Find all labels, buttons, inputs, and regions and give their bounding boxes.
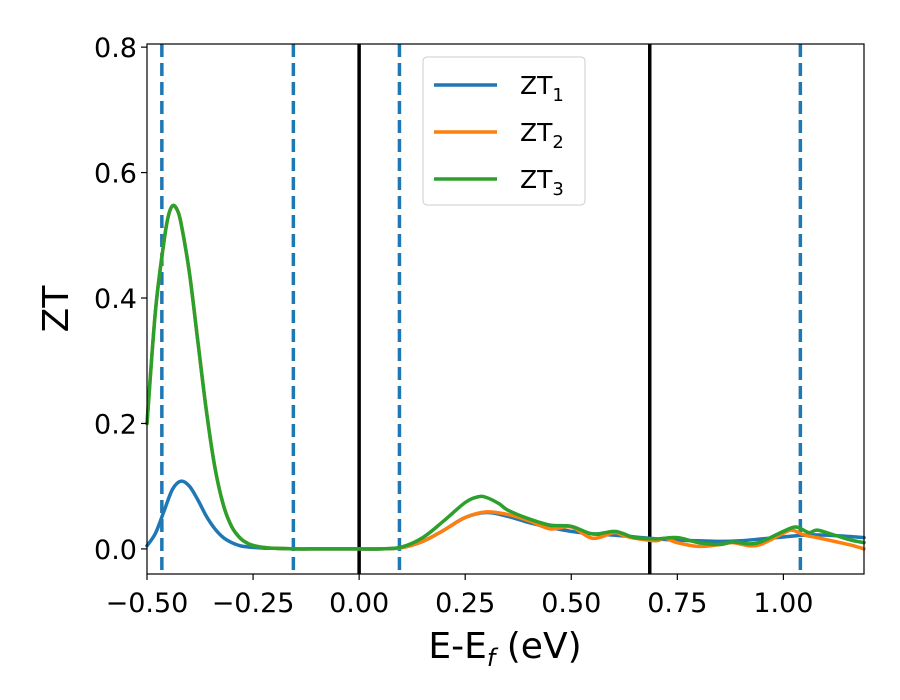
y-axis-ticks: 0.0 0.2 0.4 0.6 0.8 bbox=[94, 33, 147, 566]
plot-frame bbox=[146, 43, 865, 575]
y-tick-label: 0.6 bbox=[94, 159, 137, 190]
x-axis-ticks: −0.50 −0.25 0.00 0.25 0.50 0.75 1.00 bbox=[106, 574, 813, 619]
y-axis-title: ZT bbox=[36, 285, 77, 333]
y-tick-label: 0.4 bbox=[94, 284, 137, 315]
y-tick-label: 0.8 bbox=[94, 33, 137, 64]
x-tick-label: 0.00 bbox=[329, 588, 389, 619]
x-tick-label: 1.00 bbox=[753, 588, 813, 619]
series-line-zt3 bbox=[145, 203, 866, 551]
legend-label-zt1: ZT1 bbox=[520, 71, 564, 106]
legend: ZT1 ZT2 ZT3 bbox=[422, 56, 586, 206]
x-tick-label: 0.75 bbox=[647, 588, 707, 619]
legend-label-zt2: ZT2 bbox=[520, 118, 564, 153]
legend-label-zt3: ZT3 bbox=[520, 165, 564, 200]
reference-lines bbox=[160, 44, 803, 574]
x-tick-label: 0.50 bbox=[541, 588, 601, 619]
series-lines bbox=[145, 203, 866, 551]
x-axis-title: E-Ef (eV) bbox=[428, 626, 581, 672]
y-tick-label: 0.2 bbox=[94, 409, 137, 440]
x-tick-label: 0.25 bbox=[435, 588, 495, 619]
y-tick-label: 0.0 bbox=[94, 535, 137, 566]
x-tick-label: −0.50 bbox=[106, 588, 189, 619]
legend-box bbox=[422, 56, 586, 206]
x-tick-label: −0.25 bbox=[212, 588, 295, 619]
